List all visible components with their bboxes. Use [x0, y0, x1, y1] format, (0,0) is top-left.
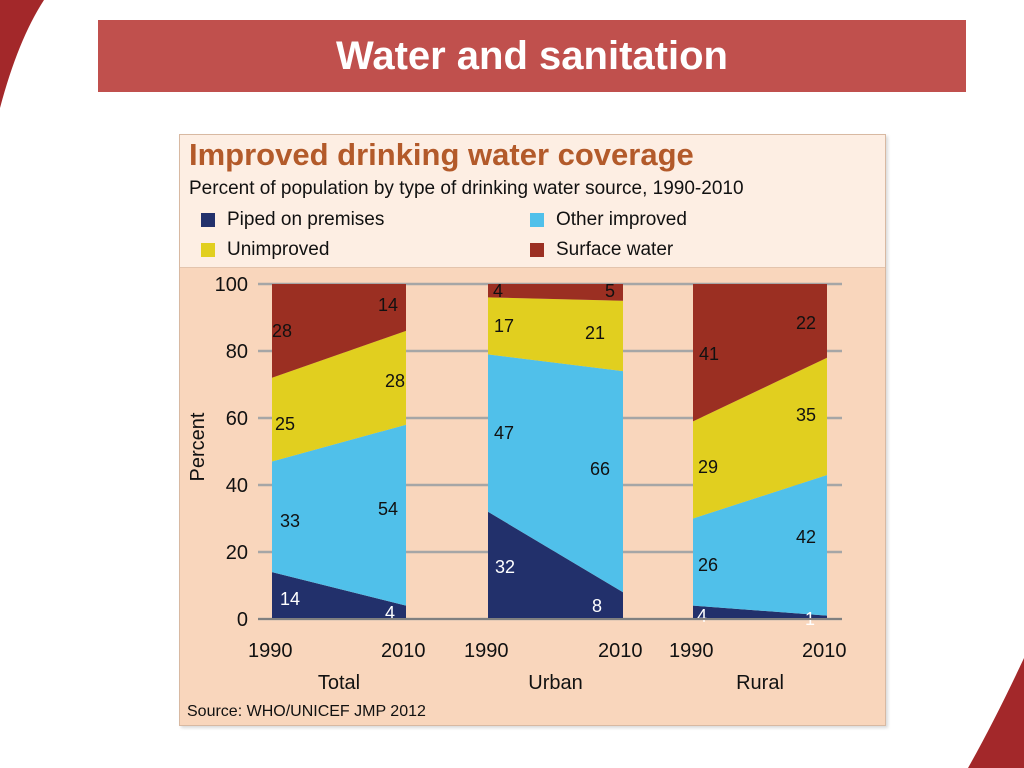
data-label-total-unimproved: 25 — [275, 414, 295, 434]
area-rural-other — [693, 474, 827, 616]
data-label-total-piped: 14 — [280, 589, 300, 609]
y-tick-label: 40 — [226, 475, 248, 497]
data-label-urban-surface: 5 — [605, 281, 615, 301]
corner-swoosh-top-left — [0, 0, 44, 108]
area-total-unimproved — [272, 330, 406, 462]
legend-label-surface: Surface water — [556, 239, 674, 260]
y-tick-label: 60 — [226, 408, 248, 430]
data-label-total-surface: 14 — [378, 295, 398, 315]
area-urban-piped — [488, 511, 623, 619]
chart-title: Improved drinking water coverage — [189, 137, 694, 172]
data-label-rural-unimproved: 29 — [698, 457, 718, 477]
data-label-total-unimproved: 28 — [385, 371, 405, 391]
area-total-surface — [272, 284, 406, 378]
area-rural-piped — [693, 605, 827, 619]
legend-surface: Surface water — [530, 239, 673, 261]
y-tick-label: 20 — [226, 542, 248, 564]
data-label-urban-piped: 8 — [592, 596, 602, 616]
x-tick-label: 1990 — [464, 640, 509, 662]
x-tick-label: 1990 — [669, 640, 714, 662]
data-label-urban-other: 47 — [494, 423, 514, 443]
chart-panel: Improved drinking water coverage Percent… — [179, 134, 886, 726]
group-label: Total — [318, 672, 360, 694]
data-label-urban-other: 66 — [590, 459, 610, 479]
x-tick-label: 2010 — [598, 640, 643, 662]
legend-other: Other improved — [530, 209, 687, 231]
data-label-urban-unimproved: 17 — [494, 316, 514, 336]
y-tick-label: 80 — [226, 341, 248, 363]
data-label-rural-other: 42 — [796, 527, 816, 547]
data-label-urban-unimproved: 21 — [585, 323, 605, 343]
x-tick-label: 2010 — [802, 640, 847, 662]
data-label-total-other: 33 — [280, 511, 300, 531]
legend-swatch-other — [530, 213, 544, 227]
legend-swatch-unimproved — [201, 243, 215, 257]
data-label-rural-piped: 4 — [697, 606, 707, 626]
legend-label-piped: Piped on premises — [227, 209, 385, 230]
area-urban-other — [488, 354, 623, 593]
chart-header: Improved drinking water coverage Percent… — [180, 135, 885, 268]
data-label-urban-piped: 32 — [495, 557, 515, 577]
chart-source: Source: WHO/UNICEF JMP 2012 — [187, 703, 426, 720]
chart-subtitle: Percent of population by type of drinkin… — [189, 178, 744, 199]
legend-swatch-surface — [530, 243, 544, 257]
area-rural-unimproved — [693, 357, 827, 519]
y-axis-label: Percent — [187, 412, 209, 481]
data-label-rural-unimproved: 35 — [796, 405, 816, 425]
data-label-rural-other: 26 — [698, 555, 718, 575]
legend-label-other: Other improved — [556, 209, 687, 230]
x-tick-label: 1990 — [248, 640, 293, 662]
area-total-piped — [272, 572, 406, 619]
y-tick-label: 0 — [237, 609, 248, 631]
data-label-total-surface: 28 — [272, 321, 292, 341]
legend-swatch-piped — [201, 213, 215, 227]
legend-label-unimproved: Unimproved — [227, 239, 330, 260]
data-label-rural-surface: 22 — [796, 313, 816, 333]
area-rural-surface — [693, 284, 827, 422]
y-tick-label: 100 — [215, 274, 248, 296]
data-label-total-piped: 4 — [385, 603, 395, 623]
corner-swoosh-bottom-right — [968, 658, 1024, 768]
area-total-other — [272, 424, 406, 606]
data-label-rural-surface: 41 — [699, 344, 719, 364]
area-urban-unimproved — [488, 297, 623, 372]
group-label: Rural — [736, 672, 784, 694]
slide-title: Water and sanitation — [98, 20, 966, 92]
legend-unimproved: Unimproved — [201, 239, 329, 261]
x-tick-label: 2010 — [381, 640, 426, 662]
data-label-total-other: 54 — [378, 499, 398, 519]
legend-piped: Piped on premises — [201, 209, 384, 231]
data-label-urban-surface: 4 — [493, 281, 503, 301]
group-label: Urban — [528, 672, 582, 694]
area-urban-surface — [488, 284, 623, 301]
